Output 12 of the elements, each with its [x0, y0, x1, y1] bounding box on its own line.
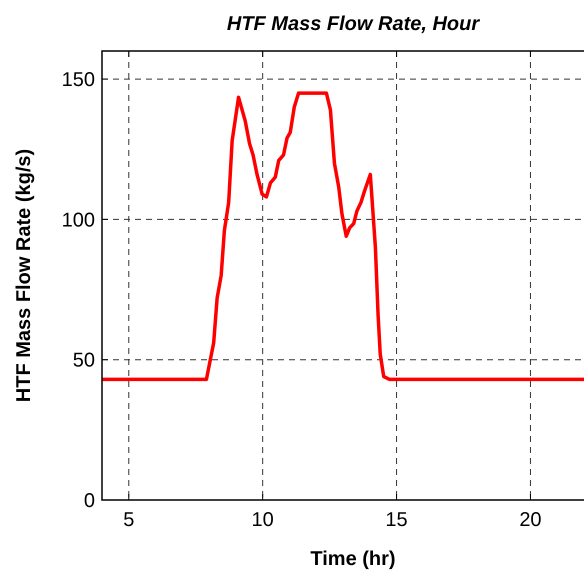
y-tick-label: 50	[72, 350, 95, 372]
y-tick-label: 100	[62, 209, 95, 232]
y-axis-title: HTF Mass Flow Rate (kg/s)	[13, 148, 35, 402]
x-tick-label: 10	[252, 509, 274, 531]
line-series	[102, 91, 584, 382]
y-tick-label: 0	[84, 490, 95, 512]
x-tick-label: 15	[385, 509, 408, 531]
y-tick-label: 150	[62, 69, 95, 92]
x-axis-title: Time (hr)	[310, 548, 396, 570]
chart-title: HTF Mass Flow Rate, Hour	[226, 13, 480, 35]
x-tick-label: 5	[123, 509, 134, 531]
x-tick-label: 20	[519, 509, 542, 531]
